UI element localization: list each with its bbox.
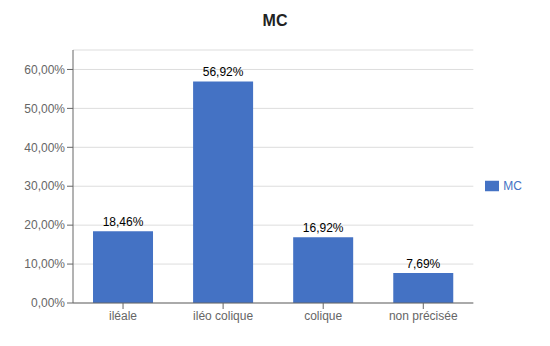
html-text:MC: MC <box>503 178 522 193</box>
svg-text:0,00%: 0,00% <box>31 296 65 310</box>
svg-text:non précisée: non précisée <box>389 309 458 323</box>
svg-text:16,92%: 16,92% <box>303 221 344 235</box>
svg-text:18,46%: 18,46% <box>103 215 144 229</box>
svg-text:colique: colique <box>304 309 342 323</box>
svg-text:20,00%: 20,00% <box>24 218 65 232</box>
svg-text:7,69%: 7,69% <box>406 257 440 271</box>
svg-text:50,00%: 50,00% <box>24 102 65 116</box>
svg-text:10,00%: 10,00% <box>24 257 65 271</box>
svg-text:56,92%: 56,92% <box>203 65 244 79</box>
svg-text:40,00%: 40,00% <box>24 141 65 155</box>
svg-text:iléo colique: iléo colique <box>193 309 253 323</box>
svg-text:iléale: iléale <box>109 309 137 323</box>
svg-text:60,00%: 60,00% <box>24 63 65 77</box>
html-text:MC: MC <box>262 12 288 29</box>
svg-text:30,00%: 30,00% <box>24 179 65 193</box>
